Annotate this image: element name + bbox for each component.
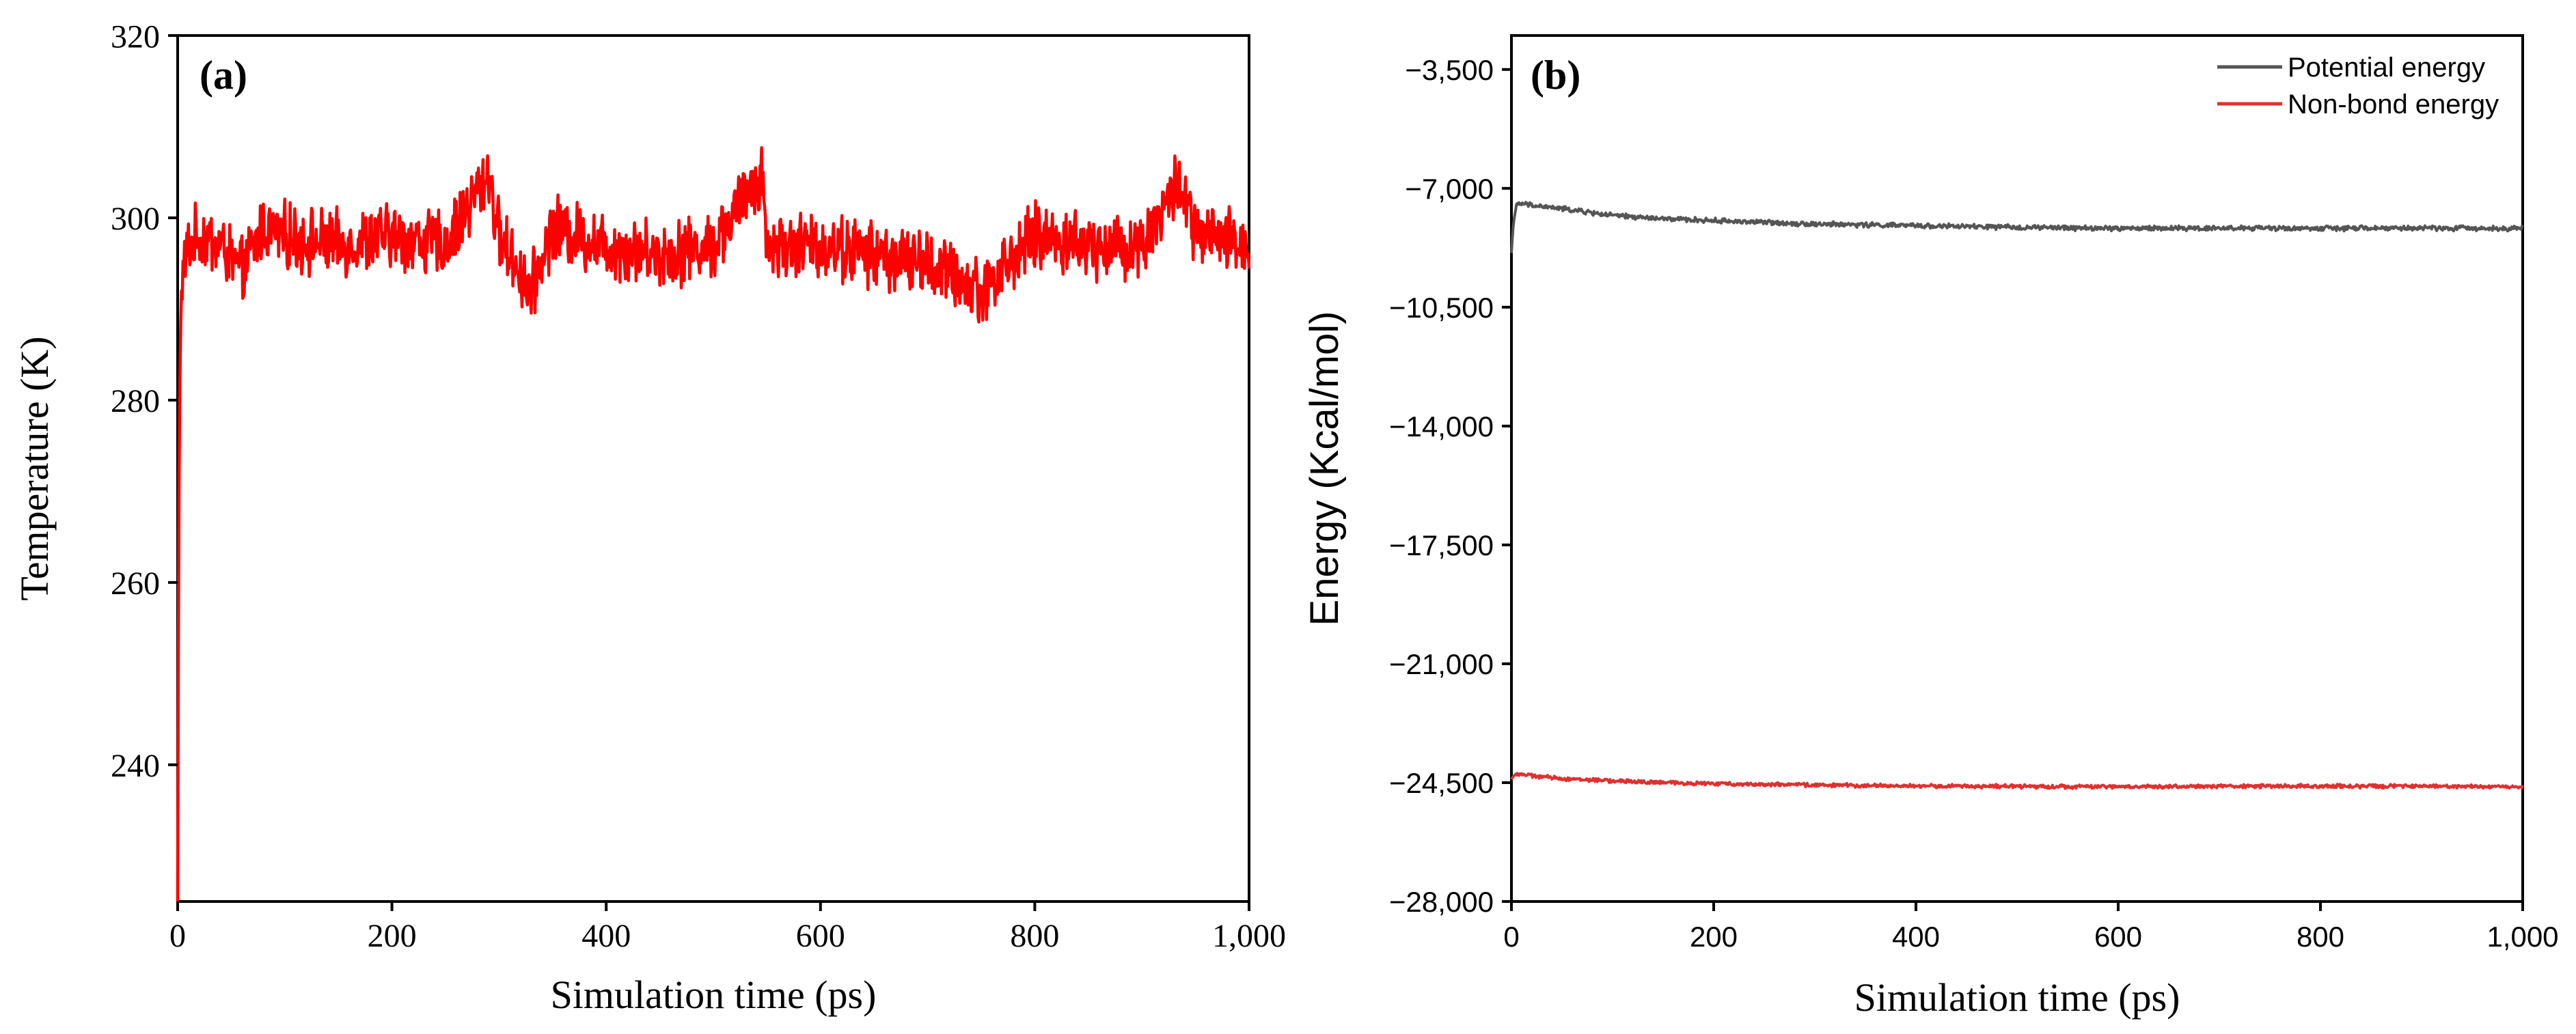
x-tick-label-energy-4: 800 <box>2297 921 2344 953</box>
y-tick-label-temperature-3: 300 <box>111 201 160 237</box>
legend-label-potential-energy: Potential energy <box>2288 53 2485 83</box>
series-line-potential-energy <box>1510 201 2524 253</box>
x-tick-label-temperature-1: 200 <box>368 918 417 954</box>
panel-temperature: 0 200 400 600 800 1,000 240 260 280 300 320 (a) S… <box>12 18 1286 1017</box>
x-tick-label-energy-0: 0 <box>1503 921 1519 953</box>
panel-label-a: (a) <box>200 53 247 98</box>
panel-label-b: (b) <box>1531 53 1580 98</box>
y-tick-label-energy-6: −24,500 <box>1389 767 1494 799</box>
legend-energy: Potential energy Non-bond energy <box>2217 53 2499 120</box>
series-line-temperature <box>176 145 1251 902</box>
y-axis-label-temperature: Temperature (K) <box>12 336 57 600</box>
y-axis-ticks-temperature: 240 260 280 300 320 <box>111 18 178 784</box>
legend-label-non-bond-energy: Non-bond energy <box>2288 89 2499 120</box>
x-tick-label-energy-1: 200 <box>1690 921 1738 953</box>
x-tick-label-temperature-0: 0 <box>169 918 186 954</box>
x-tick-label-temperature-3: 600 <box>796 918 845 954</box>
y-tick-label-energy-2: −10,500 <box>1389 292 1494 324</box>
plot-frame-energy <box>1510 34 2524 903</box>
x-axis-ticks-temperature: 0 200 400 600 800 1,000 <box>169 902 1286 954</box>
y-tick-label-temperature-1: 260 <box>111 565 160 602</box>
panel-energy: 0 200 400 600 800 1,000 −3,500 −7,000 −10,500 −1… <box>1302 34 2559 1020</box>
y-axis-ticks-energy: −3,500 −7,000 −10,500 −14,000 −17,500 −21,000… <box>1389 54 1511 918</box>
y-tick-label-energy-3: −14,000 <box>1389 410 1494 443</box>
y-tick-label-energy-7: −28,000 <box>1389 886 1494 918</box>
y-tick-label-energy-5: −21,000 <box>1389 648 1494 680</box>
x-axis-label-energy: Simulation time (ps) <box>1854 975 2180 1020</box>
energy-series-group <box>1510 201 2524 790</box>
x-tick-label-temperature-2: 400 <box>581 918 631 954</box>
series-line-non-bond-energy <box>1510 772 2524 790</box>
temperature-series-group <box>176 145 1251 902</box>
y-tick-label-temperature-0: 240 <box>111 748 160 784</box>
y-tick-label-temperature-2: 280 <box>111 383 160 419</box>
y-tick-label-energy-0: −3,500 <box>1405 54 1494 86</box>
x-tick-label-energy-3: 600 <box>2094 921 2142 953</box>
x-axis-ticks-energy: 0 200 400 600 800 1,000 <box>1503 902 2559 953</box>
x-tick-label-temperature-4: 800 <box>1010 918 1059 954</box>
y-tick-label-temperature-4: 320 <box>111 18 160 55</box>
x-axis-label-temperature: Simulation time (ps) <box>551 973 877 1017</box>
y-tick-label-energy-1: −7,000 <box>1405 173 1494 205</box>
y-tick-label-energy-4: −17,500 <box>1389 529 1494 561</box>
x-tick-label-energy-2: 400 <box>1892 921 1940 953</box>
x-tick-label-energy-5: 1,000 <box>2486 921 2558 953</box>
x-tick-label-temperature-5: 1,000 <box>1212 918 1286 954</box>
plot-frame-temperature <box>176 34 1250 903</box>
y-axis-label-energy: Energy (Kcal/mol) <box>1302 311 1347 626</box>
